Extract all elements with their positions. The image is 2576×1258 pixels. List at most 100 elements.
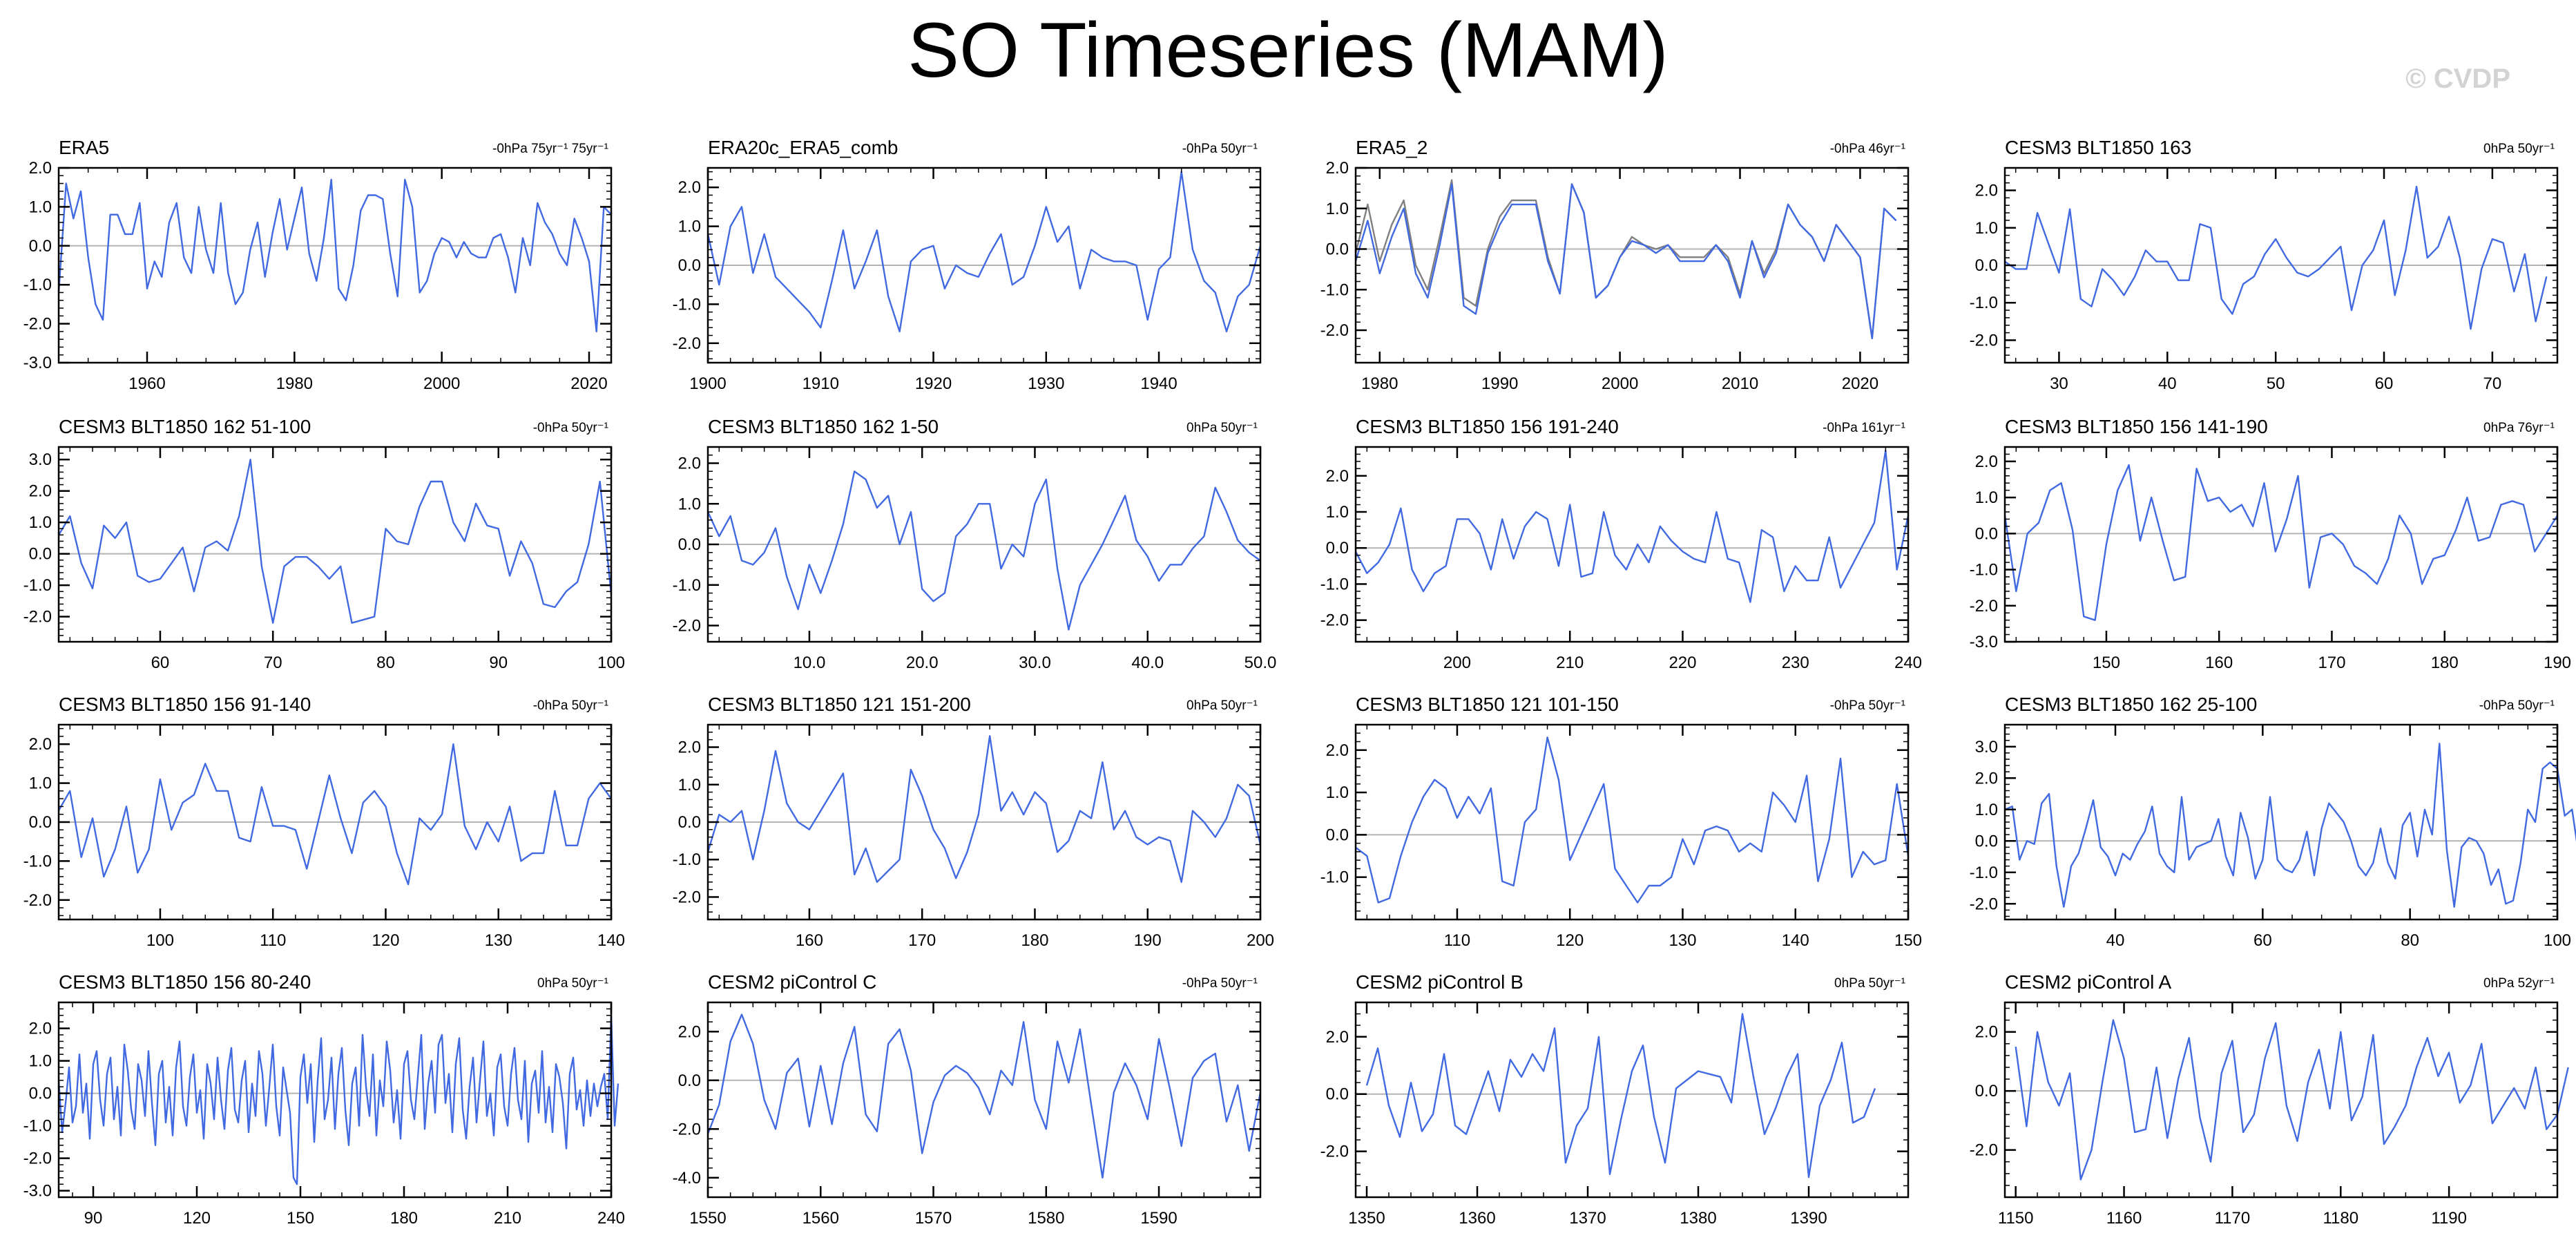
panel-12: CESM3 BLT1850 162 25-100 -0hPa 50yr⁻¹ -2.0…: [1970, 694, 2576, 950]
y-tick-label: -2.0: [673, 334, 701, 353]
y-tick-label: -2.0: [673, 1120, 701, 1138]
x-tick-label: 210: [1556, 654, 1584, 672]
y-tick-label: -2.0: [673, 617, 701, 636]
x-tick-label: 70: [2483, 374, 2502, 393]
y-tick-label: -4.0: [673, 1169, 701, 1188]
series-line-1: [707, 171, 1262, 333]
plot-frame: [1354, 166, 1910, 364]
series-line-1: [1355, 736, 1910, 904]
series-line-1: [707, 1013, 1262, 1179]
series-line-1: [2004, 185, 2548, 330]
y-tick-label: 2.0: [678, 1022, 701, 1041]
x-tick-label: 1900: [689, 374, 726, 393]
y-tick-label: -2.0: [1320, 611, 1349, 630]
x-tick-label: 1350: [1348, 1209, 1385, 1228]
x-tick-label: 170: [908, 931, 936, 950]
y-tick-label: -3.0: [23, 1182, 52, 1201]
y-tick-label: -1.0: [1970, 561, 1998, 580]
series-line-1: [57, 459, 613, 624]
y-tick-label: 1.0: [29, 1052, 52, 1071]
x-tick-label: 1590: [1140, 1209, 1177, 1228]
y-tick-label: 2.0: [1326, 467, 1349, 486]
x-tick-label: 90: [84, 1209, 103, 1228]
x-tick-label: 170: [2318, 654, 2345, 672]
plot-frame: [1354, 723, 1910, 921]
x-tick-label: 2020: [570, 374, 607, 393]
x-tick-label: 1560: [802, 1209, 839, 1228]
x-tick-label: 50: [2267, 374, 2285, 393]
panel-15: CESM2 piControl B 0hPa 50yr⁻¹ -2.0 0.0 2.0 13…: [1320, 971, 1910, 1228]
panel-title: ERA20c_ERA5_comb: [708, 137, 898, 158]
y-tick-label: 0.0: [1326, 539, 1349, 557]
x-tick-label: 110: [1444, 931, 1470, 950]
panel-13: CESM3 BLT1850 156 80-240 0hPa 50yr⁻¹ -3.0 -…: [23, 971, 625, 1228]
x-tick-label: 1990: [1481, 374, 1518, 393]
x-tick-label: 60: [2253, 931, 2272, 950]
x-tick-label: 1980: [1361, 374, 1398, 393]
y-tick-label: 1.0: [1975, 219, 1998, 238]
series-line-1: [2003, 464, 2559, 621]
x-tick-label: 200: [1247, 931, 1274, 950]
panel-subtitle: -0hPa 50yr⁻¹: [1830, 698, 1905, 713]
y-tick-label: 2.0: [1975, 1023, 1998, 1042]
panel-subtitle: 0hPa 50yr⁻¹: [1834, 976, 1905, 991]
x-tick-label: 1190: [2431, 1209, 2467, 1228]
y-tick-label: 2.0: [1975, 452, 1998, 471]
y-tick-label: -1.0: [23, 576, 52, 595]
panel-3: ERA5_2 -0hPa 46yr⁻¹ -2.0 -1.0 0.0 1.0 2.0 1980 1…: [1320, 137, 1910, 393]
y-tick-label: 0.0: [1326, 240, 1349, 259]
panel-subtitle: 0hPa 76yr⁻¹: [2483, 421, 2555, 435]
x-tick-label: 240: [597, 1209, 625, 1228]
panel-title: CESM3 BLT1850 156 191-240: [1356, 416, 1619, 437]
plot-frame: [57, 166, 613, 364]
y-tick-label: -2.0: [673, 888, 701, 906]
x-tick-label: 220: [1669, 654, 1696, 672]
panel-4: CESM3 BLT1850 163 0hPa 50yr⁻¹ -2.0 -1.0 0.0 1…: [1970, 137, 2559, 393]
x-tick-label: 30.0: [1019, 654, 1051, 672]
x-tick-label: 110: [260, 931, 286, 950]
x-tick-label: 1940: [1140, 374, 1177, 393]
series-line-1: [2004, 743, 2576, 908]
panel-subtitle: -0hPa 50yr⁻¹: [533, 421, 608, 435]
panel-10: CESM3 BLT1850 121 151-200 0hPa 50yr⁻¹ -2.0…: [673, 694, 1274, 950]
series-line-1: [1354, 450, 1910, 603]
y-tick-label: -1.0: [1970, 294, 1998, 312]
x-tick-label: 1930: [1028, 374, 1064, 393]
y-tick-label: 0.0: [678, 256, 701, 275]
x-tick-label: 180: [390, 1209, 418, 1228]
y-tick-label: 0.0: [1975, 524, 1998, 543]
panel-11: CESM3 BLT1850 121 101-150 -0hPa 50yr⁻¹ -1.…: [1320, 694, 1922, 950]
x-tick-label: 120: [183, 1209, 211, 1228]
x-tick-label: 1920: [915, 374, 952, 393]
y-tick-label: 3.0: [1975, 738, 1998, 756]
x-tick-label: 160: [796, 931, 823, 950]
x-tick-label: 90: [489, 654, 508, 672]
x-tick-label: 100: [2544, 931, 2571, 950]
panel-subtitle: 0hPa 50yr⁻¹: [1186, 421, 1258, 435]
y-tick-label: -3.0: [23, 354, 52, 372]
x-tick-label: 1360: [1459, 1209, 1495, 1228]
x-tick-label: 1570: [915, 1209, 952, 1228]
x-tick-label: 180: [1021, 931, 1048, 950]
panel-title: ERA5_2: [1356, 137, 1428, 158]
plot-frame: [1354, 1001, 1910, 1199]
y-tick-label: 1.0: [29, 774, 52, 793]
y-tick-label: -1.0: [1970, 864, 1998, 882]
panel-subtitle: 0hPa 50yr⁻¹: [2483, 142, 2555, 156]
y-tick-label: -1.0: [1320, 868, 1349, 887]
x-tick-label: 140: [1782, 931, 1809, 950]
x-tick-label: 240: [1894, 654, 1922, 672]
y-tick-label: 2.0: [678, 738, 701, 757]
y-tick-label: 1.0: [1326, 503, 1349, 522]
panel-subtitle: -0hPa 50yr⁻¹: [2479, 698, 2555, 713]
panel-title: CESM2 piControl A: [2005, 971, 2172, 993]
panel-14: CESM2 piControl C -0hPa 50yr⁻¹ -4.0 -2.0 0.0…: [673, 971, 1262, 1228]
y-tick-label: 0.0: [678, 535, 701, 554]
y-tick-label: 2.0: [1326, 741, 1349, 760]
x-tick-label: 190: [2544, 654, 2571, 672]
panel-title: CESM3 BLT1850 162 25-100: [2005, 694, 2257, 715]
y-tick-label: 1.0: [29, 513, 52, 532]
x-tick-label: 1380: [1680, 1209, 1716, 1228]
panel-2: ERA20c_ERA5_comb -0hPa 50yr⁻¹ -2.0 -1.0 0.0 1…: [673, 137, 1262, 393]
